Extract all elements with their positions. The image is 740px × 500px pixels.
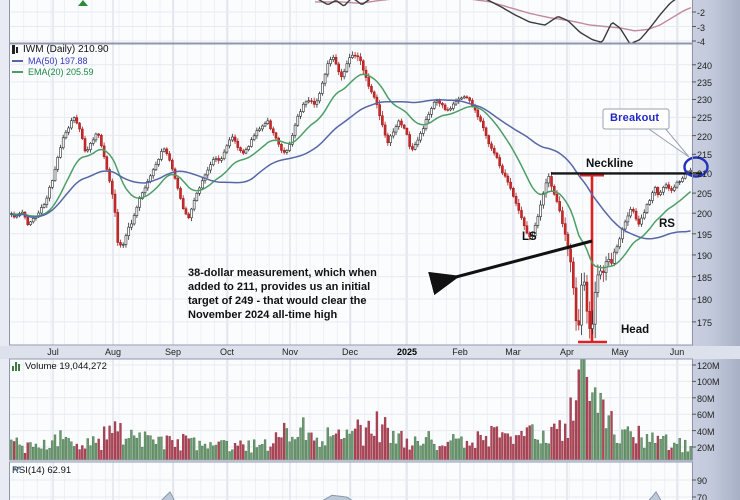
breakout-callout-label: Breakout — [610, 112, 660, 124]
neckline-label: Neckline — [586, 158, 634, 170]
price-axis-label: 235 — [697, 77, 713, 88]
month-label-dec: Dec — [341, 347, 359, 357]
month-label-apr: Apr — [559, 347, 575, 357]
volume-axis-label: 120M — [697, 361, 720, 371]
ema20-legend-text: EMA(20) 205.59 — [28, 67, 94, 77]
price-axis-label: 210 — [697, 169, 713, 180]
left-shoulder-label: LS — [522, 231, 537, 243]
month-label-aug: Aug — [104, 347, 122, 357]
volume-legend-text: Volume 19,044,272 — [25, 361, 107, 372]
measurement-note-line4: November 2024 all-time high — [188, 309, 338, 321]
month-label-may: May — [611, 347, 629, 357]
month-label-nov: Nov — [281, 347, 299, 357]
head-label: Head — [621, 324, 650, 336]
rsi-legend-text: RSI(14) 62.91 — [12, 465, 72, 476]
symbol-legend-text: IWM (Daily) 210.90 — [23, 44, 109, 55]
volume-bars-icon — [12, 362, 20, 371]
upper-axis-label: -4 — [697, 37, 706, 47]
month-label-oct: Oct — [219, 347, 235, 357]
month-label-2025: 2025 — [396, 347, 418, 357]
volume-axis-label: 40M — [697, 426, 715, 437]
ma50-legend-text: MA(50) 197.88 — [28, 56, 88, 66]
measurement-note-line1: 38-dollar measurement, which when — [188, 267, 377, 279]
month-label-feb: Feb — [452, 347, 468, 357]
month-label-jun: Jun — [669, 347, 685, 357]
price-axis-label: 205 — [697, 189, 713, 200]
volume-axis-label: 80M — [697, 393, 715, 404]
price-axis-label: 185 — [697, 272, 713, 283]
measurement-note: 38-dollar measurement, which when added … — [188, 266, 377, 322]
symbol-legend: IWM (Daily) 210.90 — [12, 44, 109, 55]
ma50-line-swatch — [12, 60, 23, 62]
upper-axis-label: -3 — [697, 22, 706, 33]
candlestick-icon — [12, 45, 18, 55]
ema20-line-swatch — [12, 71, 23, 73]
price-axis-label: 215 — [697, 150, 713, 161]
rsi-axis-label: 70 — [697, 493, 708, 500]
month-label-sep: Sep — [164, 347, 182, 357]
price-axis-label: 190 — [697, 250, 713, 261]
volume-axis-label: 60M — [697, 410, 715, 421]
upper-axis-label: -2 — [697, 8, 706, 18]
ma50-legend: MA(50) 197.88 — [12, 56, 88, 66]
month-label-mar: Mar — [505, 347, 521, 357]
rsi-axis-label: 90 — [697, 476, 708, 486]
right-shoulder-label: RS — [659, 218, 675, 230]
volume-legend: Volume 19,044,272 — [12, 361, 107, 372]
price-axis-label: 200 — [697, 209, 713, 220]
volume-axis-label: 20M — [697, 443, 715, 453]
measurement-note-line2: added to 211, provides us an initial — [188, 281, 371, 293]
price-axis-label: 230 — [697, 95, 713, 106]
rsi-line-icon — [12, 465, 22, 473]
price-axis-label: 225 — [697, 113, 713, 124]
price-axis-label: 175 — [697, 317, 713, 328]
rsi-legend: RSI(14) 62.91 — [12, 465, 71, 476]
measurement-note-line3: target of 249 - that would clear the — [188, 295, 367, 307]
price-axis-label: 180 — [697, 294, 713, 305]
ema20-legend: EMA(20) 205.59 — [12, 67, 94, 77]
price-axis-label: 195 — [697, 229, 713, 240]
month-label-jul: Jul — [47, 347, 59, 357]
price-axis-label: 220 — [697, 131, 713, 142]
price-axis-label: 240 — [697, 60, 713, 71]
volume-axis-label: 100M — [697, 377, 720, 388]
